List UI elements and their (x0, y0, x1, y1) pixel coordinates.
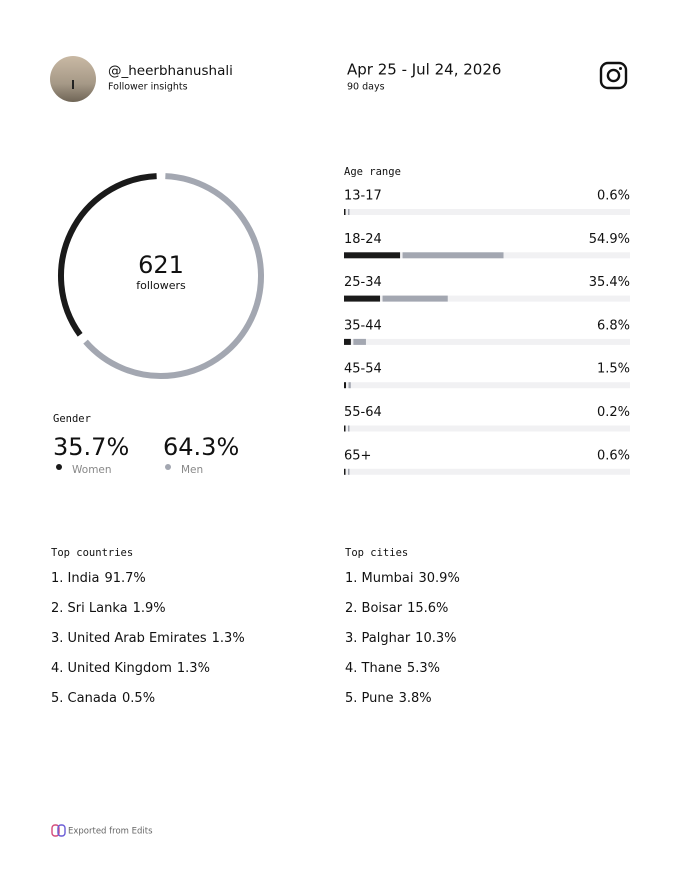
follower-label: followers (136, 279, 186, 292)
men-bar (348, 468, 350, 475)
bar-track (344, 382, 630, 389)
women-bar (344, 468, 346, 475)
women-bar (344, 382, 347, 389)
item-label: 5. Canada (51, 691, 117, 706)
avatar[interactable] (50, 56, 96, 102)
women-legend: Women (72, 464, 112, 476)
men-bar (353, 338, 366, 345)
age-value: 54.9% (589, 232, 630, 247)
list-item: 4. United Kingdom 1.3% (51, 661, 210, 676)
age-value: 0.2% (597, 405, 630, 420)
list-item: 3. United Arab Emirates 1.3% (51, 631, 245, 646)
age-value: 0.6% (597, 448, 630, 463)
age-bar (344, 425, 350, 432)
age-bar (344, 468, 350, 475)
item-label: 3. Palghar (345, 631, 411, 646)
item-share: 1.9% (133, 601, 166, 616)
women-bar (344, 295, 381, 302)
age-bar (344, 209, 350, 215)
item-share: 30.9% (419, 571, 460, 586)
list-item: 4. Thane 5.3% (345, 661, 440, 676)
age-label: 18-24 (344, 232, 382, 247)
age-label: 65+ (344, 448, 371, 463)
item-label: 1. India (51, 571, 99, 586)
age-label: 25-34 (344, 275, 382, 290)
item-share: 1.3% (177, 661, 210, 676)
age-label: 13-17 (344, 189, 382, 204)
bar-track (344, 209, 630, 215)
item-label: 4. Thane (345, 661, 402, 676)
women-bar (344, 338, 351, 345)
age-title: Age range (344, 166, 401, 178)
avatar-figure (72, 80, 74, 89)
item-label: 3. United Arab Emirates (51, 631, 207, 646)
age-label: 35-44 (344, 318, 382, 333)
men-bar (402, 252, 504, 259)
age-value: 35.4% (589, 275, 630, 290)
item-label: 1. Mumbai (345, 571, 414, 586)
bar-track (344, 338, 630, 345)
list-item: 3. Palghar 10.3% (345, 631, 456, 646)
follower-count: 621 (138, 251, 184, 279)
list-item: 1. India 91.7% (51, 571, 146, 586)
age-value: 1.5% (597, 362, 630, 377)
username[interactable]: @_heerbhanushali (108, 63, 233, 79)
item-share: 3.8% (399, 691, 432, 706)
edits-logo (51, 824, 66, 837)
men-bar (348, 382, 351, 389)
cities-title: Top cities (345, 547, 408, 559)
list-item: 5. Pune 3.8% (345, 691, 432, 706)
item-share: 5.3% (407, 661, 440, 676)
list-item: 1. Mumbai 30.9% (345, 571, 460, 586)
age-label: 55-64 (344, 405, 382, 420)
age-bar (344, 295, 448, 302)
item-share: 10.3% (415, 631, 456, 646)
list-item: 5. Canada 0.5% (51, 691, 155, 706)
bar-track (344, 468, 630, 475)
men-dot (165, 464, 171, 470)
age-label: 45-54 (344, 362, 382, 377)
age-bar (344, 252, 504, 259)
men-value: 64.3% (163, 433, 239, 461)
age-bar (344, 338, 366, 345)
men-legend: Men (181, 464, 203, 476)
countries-title: Top countries (51, 547, 133, 559)
men-arc (83, 173, 264, 379)
list-item: 2. Boisar 15.6% (345, 601, 448, 616)
men-bar (348, 425, 350, 432)
bar-track (344, 295, 630, 302)
item-share: 0.5% (122, 691, 155, 706)
item-share: 15.6% (407, 601, 448, 616)
women-value: 35.7% (53, 433, 129, 461)
age-bar (344, 382, 351, 389)
women-bar (344, 252, 401, 259)
instagram-icon[interactable] (599, 61, 628, 90)
item-label: 2. Sri Lanka (51, 601, 128, 616)
item-label: 2. Boisar (345, 601, 403, 616)
women-dot (56, 464, 62, 470)
gender-title: Gender (53, 413, 91, 425)
age-value: 6.8% (597, 318, 630, 333)
age-value: 0.6% (597, 189, 630, 204)
bar-track (344, 425, 630, 432)
women-bar (344, 209, 346, 215)
subtitle: Follower insights (108, 82, 188, 93)
item-label: 4. United Kingdom (51, 661, 172, 676)
women-bar (344, 425, 346, 432)
men-bar (382, 295, 448, 302)
men-bar (348, 209, 350, 215)
item-share: 1.3% (212, 631, 245, 646)
women-arc (58, 173, 157, 337)
item-label: 5. Pune (345, 691, 394, 706)
date-range: Apr 25 - Jul 24, 2026 (347, 61, 501, 79)
list-item: 2. Sri Lanka 1.9% (51, 601, 166, 616)
duration: 90 days (347, 82, 385, 93)
footer-text: Exported from Edits (68, 827, 153, 837)
item-share: 91.7% (104, 571, 145, 586)
